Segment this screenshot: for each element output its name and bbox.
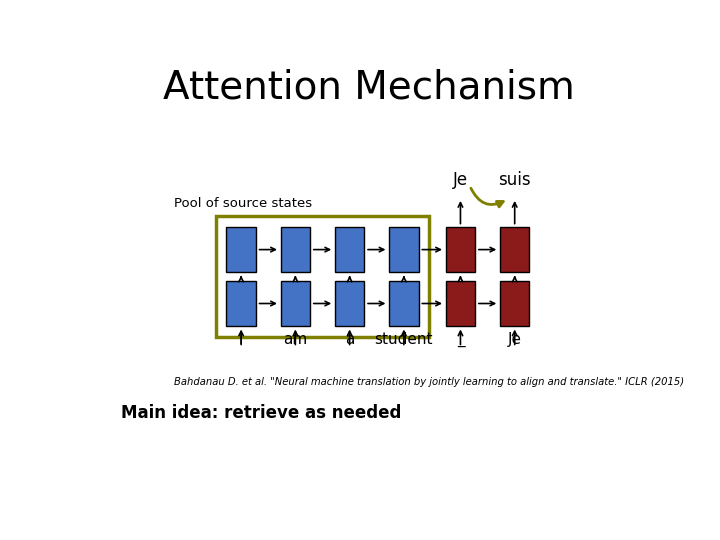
Text: student: student [374,332,433,347]
Text: I: I [239,332,243,347]
Bar [335,281,364,326]
Bar [335,227,364,272]
Bar [389,281,418,326]
Bar [226,227,256,272]
Text: Bahdanau D. et al. "Neural machine translation by jointly learning to align and : Bahdanau D. et al. "Neural machine trans… [174,377,684,387]
Text: _: _ [456,332,464,347]
Bar [500,281,529,326]
Bar [389,227,418,272]
Text: Attention Mechanism: Attention Mechanism [163,69,575,107]
Bar [500,227,529,272]
Bar [226,281,256,326]
Bar [215,217,429,336]
Text: Main idea: retrieve as needed: Main idea: retrieve as needed [121,404,401,422]
Text: Je: Je [453,171,468,189]
Text: Je: Je [508,332,522,347]
Text: Pool of source states: Pool of source states [174,197,312,210]
Bar [446,281,475,326]
Text: am: am [283,332,307,347]
Bar [446,227,475,272]
FancyArrowPatch shape [471,188,503,207]
Bar [281,227,310,272]
Text: a: a [345,332,354,347]
Text: suis: suis [498,171,531,189]
Bar [281,281,310,326]
